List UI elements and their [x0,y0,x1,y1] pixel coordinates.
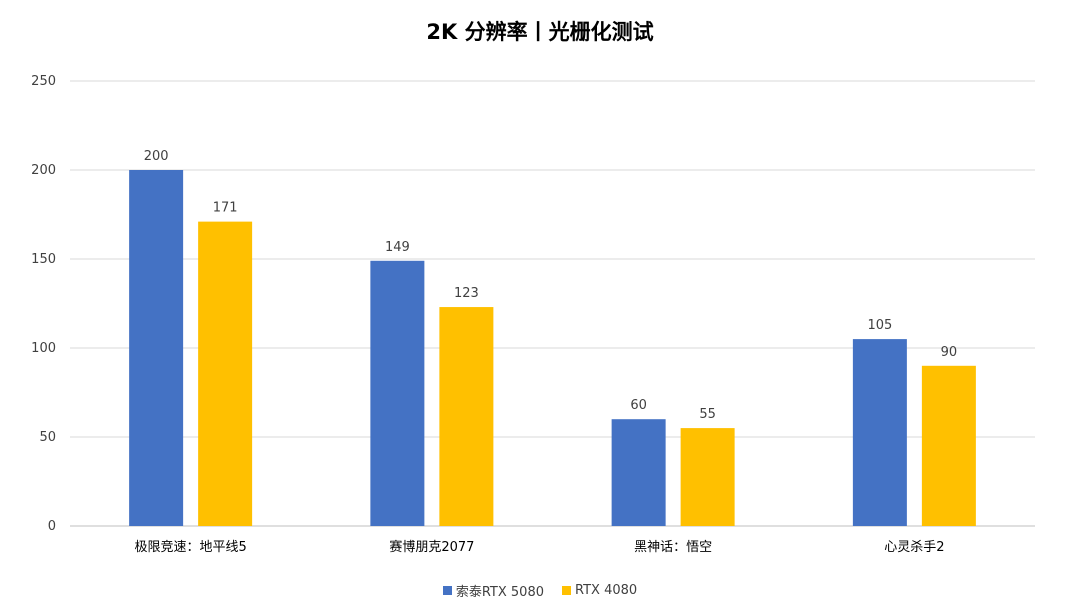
y-tick-label-0: 0 [48,519,56,534]
x-category-label-3: 黑神话：悟空 [634,540,712,555]
y-tick-label-200: 200 [31,163,56,178]
bar-series-1-cat-2 [370,260,425,526]
data-label-series-2-cat-3: 55 [699,407,716,422]
y-tick-label-50: 50 [39,430,56,445]
y-tick-label-100: 100 [31,341,56,356]
data-label-series-2-cat-1: 171 [213,201,238,216]
chart-legend: 索泰RTX 5080 RTX 4080 [0,581,1080,600]
data-label-series-2-cat-4: 90 [941,345,958,360]
data-label-series-1-cat-2: 149 [385,240,410,255]
legend-swatch-series-2 [562,586,571,595]
x-category-label-1: 极限竞速：地平线5 [134,539,246,555]
bar-series-2-cat-3 [680,428,735,526]
legend-item-series-1: 索泰RTX 5080 [442,581,544,600]
bar-series-1-cat-4 [852,339,907,526]
x-category-label-4: 心灵杀手2 [884,540,944,555]
bar-series-1-cat-3 [611,419,666,526]
legend-item-series-2: RTX 4080 [562,581,637,600]
data-label-series-1-cat-3: 60 [630,398,647,413]
legend-label-series-2: RTX 4080 [575,583,638,598]
bar-series-2-cat-4 [921,365,976,526]
y-tick-label-250: 250 [31,74,56,89]
data-label-series-1-cat-1: 200 [144,149,169,164]
y-tick-label-150: 150 [31,252,56,267]
bar-series-1-cat-1 [129,170,184,526]
bar-series-2-cat-2 [439,307,494,526]
legend-swatch-series-1 [442,586,452,595]
bar-series-2-cat-1 [198,221,253,526]
chart-title: 2K 分辨率丨光栅化测试 [426,20,654,44]
data-label-series-2-cat-2: 123 [454,286,479,301]
x-category-label-2: 赛博朋克2077 [389,539,474,555]
data-label-series-1-cat-4: 105 [867,318,892,333]
legend-label-series-1: 索泰RTX 5080 [455,585,544,600]
